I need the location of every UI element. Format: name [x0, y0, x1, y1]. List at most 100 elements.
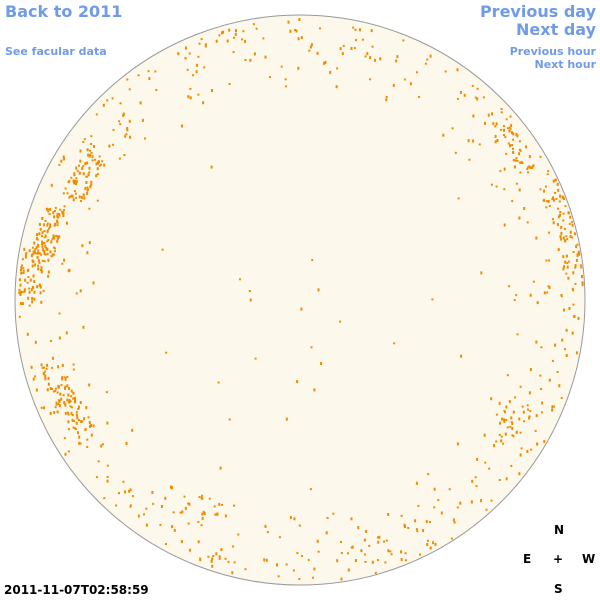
- facula: [364, 553, 367, 556]
- facula: [498, 433, 501, 436]
- facula: [559, 213, 561, 217]
- facula: [81, 244, 84, 248]
- facula: [23, 289, 26, 293]
- facula: [111, 97, 114, 100]
- facula: [48, 213, 51, 215]
- facula: [50, 240, 53, 244]
- facula: [554, 178, 557, 182]
- facula: [56, 212, 59, 215]
- facula: [361, 38, 364, 41]
- facula: [371, 45, 374, 48]
- facula: [476, 97, 479, 101]
- facula: [495, 185, 498, 188]
- facula: [456, 506, 459, 509]
- facula: [340, 541, 342, 543]
- facula: [66, 376, 69, 378]
- facula: [528, 415, 531, 418]
- facula: [503, 129, 506, 131]
- facula: [100, 444, 103, 448]
- facula: [63, 376, 66, 379]
- facula: [88, 241, 91, 245]
- facula: [161, 248, 164, 251]
- facula: [376, 536, 379, 539]
- facula: [91, 155, 94, 159]
- facula: [528, 416, 531, 420]
- facula: [64, 385, 67, 388]
- facula: [519, 431, 522, 434]
- facula: [319, 27, 321, 30]
- facula: [512, 410, 515, 414]
- facula: [88, 171, 91, 174]
- facula: [19, 293, 22, 296]
- facula: [75, 196, 78, 199]
- facula: [503, 420, 506, 423]
- solar-disk: [14, 14, 586, 586]
- facula: [33, 280, 36, 283]
- facula: [565, 254, 568, 258]
- facula: [73, 420, 76, 423]
- facula: [46, 388, 49, 392]
- facula: [31, 246, 34, 249]
- facula: [572, 289, 575, 292]
- facula: [541, 401, 544, 405]
- back-link[interactable]: Back to 2011: [5, 2, 123, 21]
- facula: [218, 555, 221, 559]
- facula: [575, 351, 578, 355]
- facular-link[interactable]: See facular data: [5, 45, 107, 58]
- facula: [203, 66, 206, 69]
- facula: [566, 265, 569, 269]
- facula: [559, 211, 562, 213]
- facula: [118, 157, 121, 160]
- facula: [31, 297, 34, 300]
- facula: [67, 420, 70, 424]
- facula: [20, 290, 23, 294]
- facula: [66, 221, 68, 225]
- facula: [518, 161, 521, 164]
- facula: [56, 214, 59, 218]
- facula: [186, 68, 189, 71]
- facula: [528, 155, 531, 159]
- facula: [28, 304, 31, 307]
- facula: [510, 465, 513, 467]
- facula: [72, 363, 75, 366]
- facula: [73, 427, 76, 430]
- next-hour-link[interactable]: Next hour: [534, 58, 597, 71]
- facula: [90, 143, 92, 145]
- facula: [376, 559, 379, 561]
- facula: [418, 95, 420, 98]
- facula: [75, 413, 78, 417]
- facula: [46, 222, 49, 225]
- facula: [350, 546, 353, 549]
- prev-day-link[interactable]: Previous day: [479, 2, 596, 21]
- facula: [92, 424, 95, 428]
- facula: [74, 400, 76, 404]
- facula: [504, 411, 506, 414]
- facula: [81, 167, 84, 170]
- facula: [82, 172, 85, 176]
- facula: [58, 213, 61, 217]
- facula: [46, 207, 48, 211]
- facula: [80, 420, 83, 423]
- facula: [184, 506, 187, 510]
- facula: [490, 397, 493, 401]
- facula: [214, 513, 217, 516]
- facula: [34, 248, 37, 250]
- facula: [64, 403, 67, 407]
- facula: [493, 444, 495, 448]
- facula: [98, 160, 100, 164]
- facula: [145, 523, 148, 527]
- facula: [355, 39, 357, 42]
- facula: [18, 288, 21, 291]
- facula: [527, 166, 529, 169]
- facula: [515, 157, 518, 160]
- facula: [248, 290, 251, 292]
- facula: [546, 291, 549, 294]
- facula: [554, 191, 557, 194]
- next-day-link[interactable]: Next day: [516, 20, 596, 39]
- facula: [233, 36, 235, 39]
- facula: [211, 564, 214, 568]
- facula: [502, 442, 505, 445]
- facula: [68, 401, 71, 404]
- facula: [37, 249, 40, 252]
- prev-hour-link[interactable]: Previous hour: [509, 45, 596, 58]
